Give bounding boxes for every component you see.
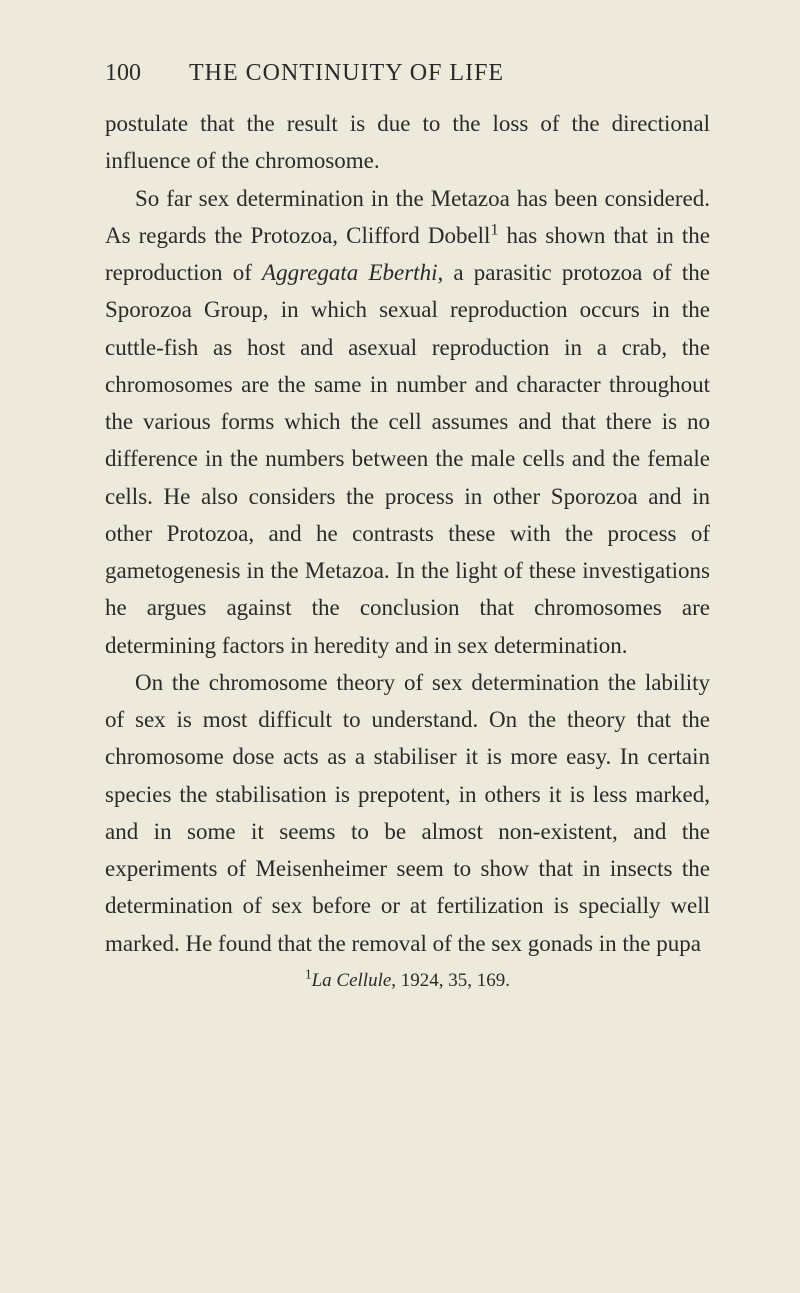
paragraph-3-text: On the chromosome theory of sex determin… (105, 670, 710, 956)
page-header: 100 THE CONTINUITY OF LIFE (105, 60, 710, 87)
paragraph-1: postulate that the result is due to the … (105, 105, 710, 180)
footnote-citation: , 1924, 35, 169. (391, 970, 510, 991)
paragraph-3: On the chromosome theory of sex determin… (105, 664, 710, 962)
paragraph-1-text: postulate that the result is due to the … (105, 111, 710, 173)
book-title: THE CONTINUITY OF LIFE (189, 60, 504, 87)
paragraph-2-part3: , a parasitic protozoa of the Sporozoa G… (105, 260, 710, 658)
footnote-source: La Cellule (312, 970, 392, 991)
species-name: Aggregata Eberthi (262, 260, 437, 285)
paragraph-2: So far sex determination in the Metazoa … (105, 180, 710, 664)
footnote-number: 1 (305, 966, 312, 981)
page-number: 100 (105, 60, 141, 87)
footnote-ref-1: 1 (490, 221, 498, 238)
body-text: postulate that the result is due to the … (105, 105, 710, 962)
footnote: 1La Cellule, 1924, 35, 169. (105, 970, 710, 992)
